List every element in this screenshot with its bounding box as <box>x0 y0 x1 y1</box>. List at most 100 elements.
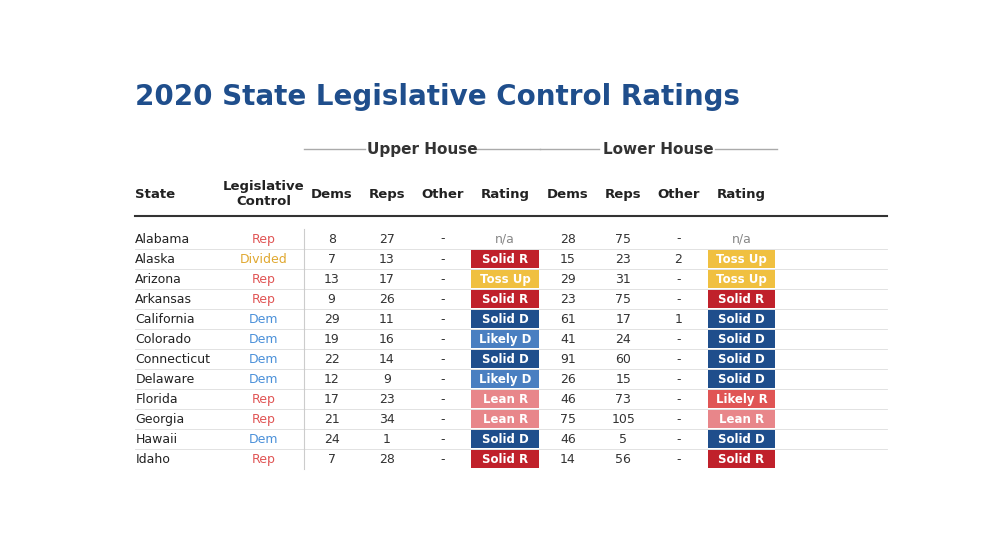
Text: -: - <box>440 293 445 306</box>
Text: -: - <box>676 273 681 285</box>
Text: Reps: Reps <box>605 187 642 201</box>
Text: 73: 73 <box>616 393 632 406</box>
Text: 14: 14 <box>379 353 395 366</box>
Text: Florida: Florida <box>136 393 178 406</box>
Text: Rep: Rep <box>251 232 275 246</box>
Text: Arkansas: Arkansas <box>136 293 192 306</box>
Text: 5: 5 <box>619 432 628 446</box>
Text: -: - <box>440 373 445 385</box>
FancyBboxPatch shape <box>708 351 775 368</box>
Text: Solid D: Solid D <box>482 432 529 446</box>
Text: -: - <box>440 273 445 285</box>
Text: -: - <box>676 232 681 246</box>
Text: Other: Other <box>657 187 700 201</box>
FancyBboxPatch shape <box>708 410 775 428</box>
Text: -: - <box>676 432 681 446</box>
Text: 15: 15 <box>560 253 576 265</box>
Text: 56: 56 <box>616 453 632 466</box>
Text: 24: 24 <box>324 432 340 446</box>
Text: Dem: Dem <box>249 353 278 366</box>
Text: 46: 46 <box>560 432 576 446</box>
Text: -: - <box>440 453 445 466</box>
Text: Rep: Rep <box>251 293 275 306</box>
Text: -: - <box>440 393 445 406</box>
Text: Rep: Rep <box>251 453 275 466</box>
Text: Divided: Divided <box>240 253 288 265</box>
FancyBboxPatch shape <box>708 270 775 288</box>
Text: -: - <box>440 312 445 326</box>
Text: Solid R: Solid R <box>719 453 764 466</box>
Text: Dems: Dems <box>547 187 589 201</box>
Text: Reps: Reps <box>368 187 405 201</box>
Text: 24: 24 <box>616 332 631 346</box>
Text: -: - <box>676 393 681 406</box>
FancyBboxPatch shape <box>708 451 775 468</box>
Text: 28: 28 <box>560 232 576 246</box>
Text: 17: 17 <box>324 393 340 406</box>
Text: 29: 29 <box>560 273 576 285</box>
Text: 46: 46 <box>560 393 576 406</box>
Text: -: - <box>440 413 445 426</box>
Text: 34: 34 <box>379 413 395 426</box>
Text: Solid R: Solid R <box>482 253 528 265</box>
Text: Solid D: Solid D <box>718 312 764 326</box>
Text: 14: 14 <box>560 453 576 466</box>
Text: Dem: Dem <box>249 312 278 326</box>
Text: 75: 75 <box>560 413 576 426</box>
Text: -: - <box>676 373 681 385</box>
Text: Rep: Rep <box>251 413 275 426</box>
Text: Lower House: Lower House <box>603 142 714 157</box>
Text: 28: 28 <box>379 453 395 466</box>
Text: 7: 7 <box>328 453 336 466</box>
Text: Colorado: Colorado <box>136 332 191 346</box>
Text: 27: 27 <box>379 232 395 246</box>
Text: 2020 State Legislative Control Ratings: 2020 State Legislative Control Ratings <box>136 84 741 111</box>
Text: 29: 29 <box>324 312 340 326</box>
Text: Other: Other <box>421 187 463 201</box>
Text: Solid D: Solid D <box>482 353 529 366</box>
Text: Dem: Dem <box>249 432 278 446</box>
FancyBboxPatch shape <box>471 430 539 448</box>
Text: California: California <box>136 312 195 326</box>
Text: Solid R: Solid R <box>719 293 764 306</box>
FancyBboxPatch shape <box>708 290 775 308</box>
Text: Rating: Rating <box>717 187 766 201</box>
Text: Alaska: Alaska <box>136 253 176 265</box>
Text: 61: 61 <box>560 312 576 326</box>
Text: -: - <box>440 432 445 446</box>
Text: Dems: Dems <box>311 187 352 201</box>
Text: State: State <box>136 187 175 201</box>
Text: 2: 2 <box>674 253 682 265</box>
Text: Legislative
Control: Legislative Control <box>223 180 305 208</box>
Text: 105: 105 <box>611 413 636 426</box>
Text: 15: 15 <box>616 373 632 385</box>
Text: Connecticut: Connecticut <box>136 353 210 366</box>
Text: Dem: Dem <box>249 373 278 385</box>
FancyBboxPatch shape <box>471 290 539 308</box>
Text: 7: 7 <box>328 253 336 265</box>
Text: Solid R: Solid R <box>482 293 528 306</box>
Text: 17: 17 <box>616 312 632 326</box>
Text: Likely R: Likely R <box>716 393 767 406</box>
Text: 9: 9 <box>328 293 336 306</box>
Text: Solid D: Solid D <box>718 373 764 385</box>
Text: Solid R: Solid R <box>482 453 528 466</box>
FancyBboxPatch shape <box>708 330 775 348</box>
FancyBboxPatch shape <box>471 310 539 328</box>
Text: Solid D: Solid D <box>718 332 764 346</box>
Text: 26: 26 <box>560 373 576 385</box>
Text: Upper House: Upper House <box>367 142 477 157</box>
Text: Dem: Dem <box>249 332 278 346</box>
Text: 31: 31 <box>616 273 631 285</box>
Text: 11: 11 <box>379 312 395 326</box>
Text: 75: 75 <box>615 232 632 246</box>
Text: Toss Up: Toss Up <box>716 253 767 265</box>
FancyBboxPatch shape <box>708 390 775 408</box>
Text: 9: 9 <box>383 373 391 385</box>
Text: Idaho: Idaho <box>136 453 170 466</box>
FancyBboxPatch shape <box>708 371 775 388</box>
Text: -: - <box>676 453 681 466</box>
Text: Delaware: Delaware <box>136 373 194 385</box>
Text: Arizona: Arizona <box>136 273 182 285</box>
Text: n/a: n/a <box>495 232 515 246</box>
